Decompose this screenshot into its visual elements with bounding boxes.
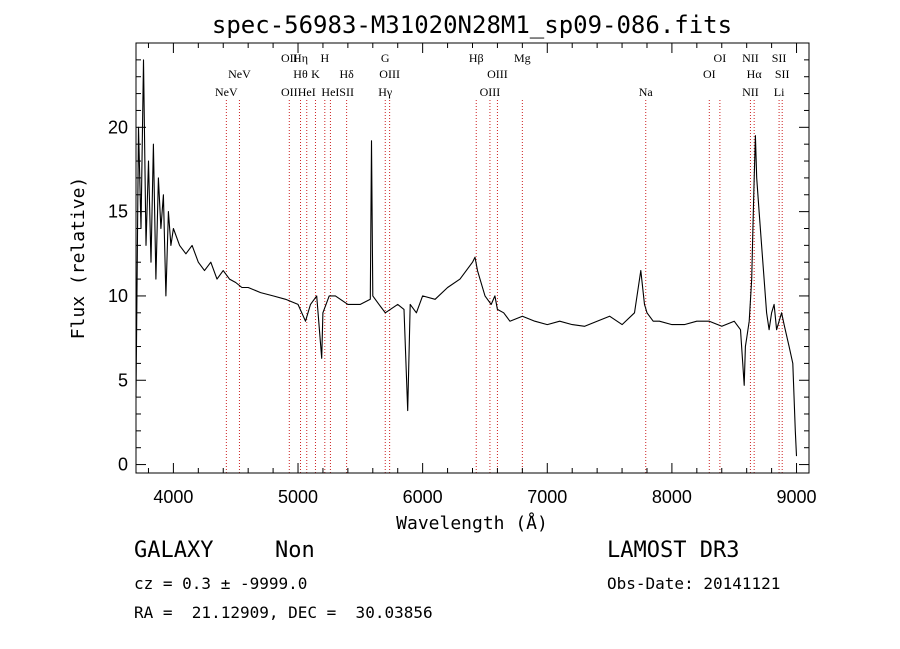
- line-label: G: [381, 51, 390, 65]
- spectrum-line: [135, 59, 798, 457]
- line-label: HeI: [321, 85, 339, 99]
- plot-frame: [135, 42, 810, 474]
- line-label: SII: [339, 85, 354, 99]
- x-tick-label: 8000: [652, 487, 692, 507]
- spectral-line-markers: NeVNeVOIIOIIHηHθHeIKHHeIHδSIIGOIIIHγHβOI…: [215, 51, 790, 473]
- x-tick-label: 9000: [777, 487, 817, 507]
- line-label: OIII: [487, 67, 508, 81]
- y-tick-label: 0: [118, 455, 128, 475]
- line-label: Li: [774, 85, 785, 99]
- object-class: GALAXY: [134, 538, 214, 563]
- line-label: NeV: [228, 67, 251, 81]
- obs-date: Obs-Date: 20141121: [607, 574, 781, 593]
- line-label: K: [311, 67, 320, 81]
- line-label: Hδ: [339, 67, 354, 81]
- line-label: OII: [281, 85, 298, 99]
- object-subclass: Non: [275, 538, 315, 563]
- line-label: Hη: [293, 51, 308, 65]
- line-label: Mg: [514, 51, 531, 65]
- line-label: OIII: [379, 67, 400, 81]
- x-axis-label: Wavelength (Å): [396, 512, 548, 534]
- line-label: SII: [775, 67, 790, 81]
- redshift-cz: cz = 0.3 ± -9999.0: [134, 574, 308, 593]
- line-label: Na: [639, 85, 654, 99]
- line-label: NII: [742, 85, 759, 99]
- y-tick-label: 15: [108, 202, 128, 222]
- y-tick-label: 20: [108, 117, 128, 137]
- line-label: OIII: [480, 85, 501, 99]
- axis-ticks: 4000 5000 6000 7000 8000 9000 0 5 10 15 20: [108, 43, 817, 507]
- line-label: NII: [742, 51, 759, 65]
- y-tick-label: 10: [108, 286, 128, 306]
- x-tick-label: 4000: [153, 487, 193, 507]
- x-tick-label: 7000: [527, 487, 567, 507]
- line-label: OI: [703, 67, 716, 81]
- line-label: Hγ: [378, 85, 393, 99]
- survey-name: LAMOST DR3: [607, 538, 740, 563]
- line-label: Hβ: [469, 51, 484, 65]
- spectrum-series: [135, 59, 798, 457]
- y-axis-label: Flux (relative): [68, 177, 89, 340]
- sky-coordinates: RA = 21.12909, DEC = 30.03856: [134, 603, 433, 622]
- line-label: NeV: [215, 85, 238, 99]
- line-label: Hθ: [293, 67, 308, 81]
- line-label: Hα: [747, 67, 763, 81]
- line-label: OI: [714, 51, 727, 65]
- line-label: H: [320, 51, 329, 65]
- chart-title: spec-56983-M31020N28M1_sp09-086.fits: [212, 11, 732, 39]
- line-label: OII: [281, 51, 298, 65]
- line-label: HeI: [298, 85, 316, 99]
- line-label: SII: [772, 51, 787, 65]
- x-tick-label: 5000: [278, 487, 318, 507]
- y-tick-label: 5: [118, 370, 128, 390]
- x-tick-label: 6000: [403, 487, 443, 507]
